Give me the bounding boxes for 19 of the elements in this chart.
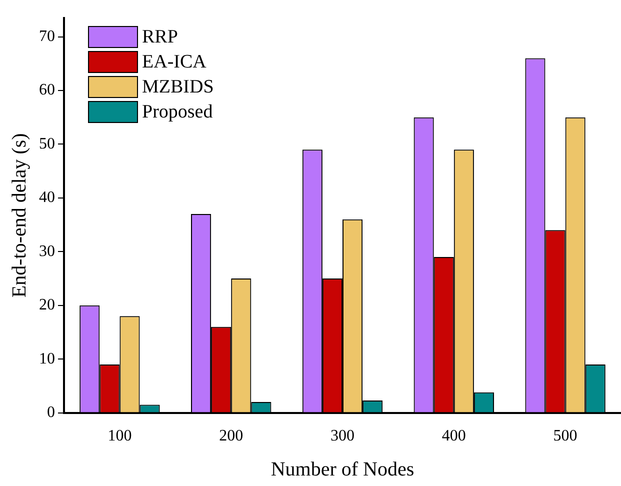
y-tick-label: 50 <box>39 135 55 152</box>
x-tick-label: 400 <box>442 428 466 445</box>
x-tick-label: 100 <box>108 428 132 445</box>
x-axis-title: Number of Nodes <box>270 458 414 480</box>
y-axis-title: End-to-end delay (s) <box>8 133 30 298</box>
x-tick-label: 200 <box>219 428 244 445</box>
legend-label: EA-ICA <box>142 51 207 72</box>
y-tick-label: 30 <box>39 242 55 260</box>
x-tick-label: 500 <box>553 428 578 445</box>
y-tick-label: 0 <box>47 404 55 422</box>
x-tick-label: 300 <box>330 428 354 445</box>
y-tick-label: 40 <box>39 189 55 206</box>
y-tick-label: 70 <box>39 28 55 46</box>
y-tick-label: 60 <box>39 82 55 99</box>
legend-label: RRP <box>142 26 178 48</box>
legend-label: Proposed <box>142 101 214 122</box>
y-tick-label: 10 <box>39 350 55 368</box>
legend-label: MZBIDS <box>142 76 214 98</box>
y-tick-label: 20 <box>39 296 55 314</box>
